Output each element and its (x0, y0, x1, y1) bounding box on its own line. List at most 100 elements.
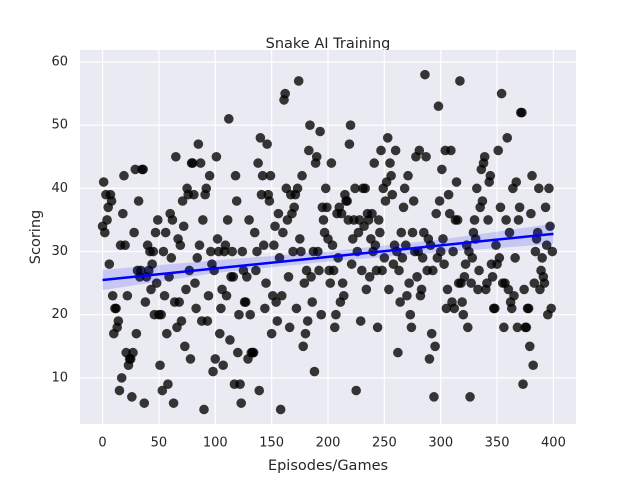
data-point (459, 272, 470, 282)
data-point (261, 278, 271, 288)
data-point (176, 316, 187, 326)
data-point (376, 145, 386, 156)
data-point (346, 259, 357, 269)
data-point (251, 265, 261, 276)
data-point (146, 284, 156, 295)
data-point (227, 246, 237, 257)
data-point (291, 303, 302, 314)
data-point (230, 170, 241, 181)
y-tick-label: 20 (51, 307, 68, 322)
data-point (433, 101, 444, 112)
x-tick-label: 0 (98, 436, 106, 451)
data-point (133, 196, 144, 206)
data-point (514, 202, 525, 213)
data-point (314, 265, 324, 276)
data-point (159, 290, 170, 301)
data-point (225, 335, 235, 345)
data-point (384, 284, 394, 295)
data-point (106, 196, 117, 206)
data-point (397, 253, 408, 263)
data-point (364, 272, 375, 282)
data-point (541, 240, 552, 251)
data-point (160, 227, 171, 238)
data-point (348, 234, 358, 244)
data-point (313, 246, 323, 257)
data-point (260, 303, 270, 314)
data-point (504, 227, 515, 238)
data-point (426, 328, 437, 339)
data-point (178, 221, 189, 232)
data-point (167, 215, 178, 225)
data-point (473, 284, 483, 295)
data-point (111, 303, 121, 314)
data-point (545, 221, 555, 232)
data-point (527, 170, 537, 181)
data-point (424, 354, 435, 364)
data-point (369, 158, 380, 168)
data-point (288, 246, 298, 257)
data-point (353, 227, 364, 238)
data-point (494, 253, 505, 263)
data-point (534, 183, 544, 194)
data-point (344, 139, 355, 149)
data-point (404, 278, 414, 288)
data-point (457, 297, 467, 307)
data-point (485, 170, 496, 181)
data-point (305, 120, 315, 130)
data-point (408, 196, 419, 206)
data-point (158, 246, 169, 257)
data-point (292, 183, 303, 194)
data-point (458, 309, 469, 320)
data-point (509, 290, 519, 301)
data-point (387, 189, 398, 200)
data-point (446, 145, 456, 156)
data-point (451, 177, 462, 187)
y-tick-label: 40 (51, 181, 68, 196)
y-tick-label: 60 (51, 55, 68, 70)
data-point (370, 240, 381, 251)
data-point (430, 341, 440, 352)
data-point (195, 158, 206, 168)
x-tick-label: 100 (203, 436, 228, 451)
data-point (395, 297, 405, 307)
data-point (248, 347, 259, 358)
data-point (307, 297, 318, 307)
data-point (147, 259, 157, 269)
data-point (234, 309, 244, 320)
data-point (539, 278, 550, 288)
data-point (506, 303, 517, 314)
data-point (102, 215, 112, 225)
data-point (304, 145, 314, 156)
data-point (322, 202, 332, 213)
data-point (140, 297, 151, 307)
data-point (513, 215, 524, 225)
data-point (530, 246, 541, 257)
data-point (431, 208, 442, 219)
data-point (190, 278, 200, 288)
data-point (521, 322, 532, 333)
data-point (254, 385, 265, 396)
data-point (388, 259, 399, 269)
data-point (269, 240, 279, 251)
data-point (483, 215, 493, 225)
data-point (441, 303, 452, 314)
data-point (256, 189, 267, 200)
data-point (405, 309, 416, 320)
data-point (107, 290, 118, 301)
data-point (139, 398, 150, 408)
data-point (302, 316, 313, 326)
data-point (274, 253, 285, 263)
data-point (380, 196, 391, 206)
data-point (237, 246, 248, 257)
data-point (174, 297, 184, 307)
data-point (220, 240, 231, 251)
data-point (151, 278, 162, 288)
data-point (203, 290, 214, 301)
data-point (373, 215, 384, 225)
data-point (283, 272, 294, 282)
data-point (325, 278, 336, 288)
data-point (185, 354, 196, 364)
data-point (412, 272, 422, 282)
data-point (284, 322, 295, 333)
data-point (437, 164, 447, 175)
